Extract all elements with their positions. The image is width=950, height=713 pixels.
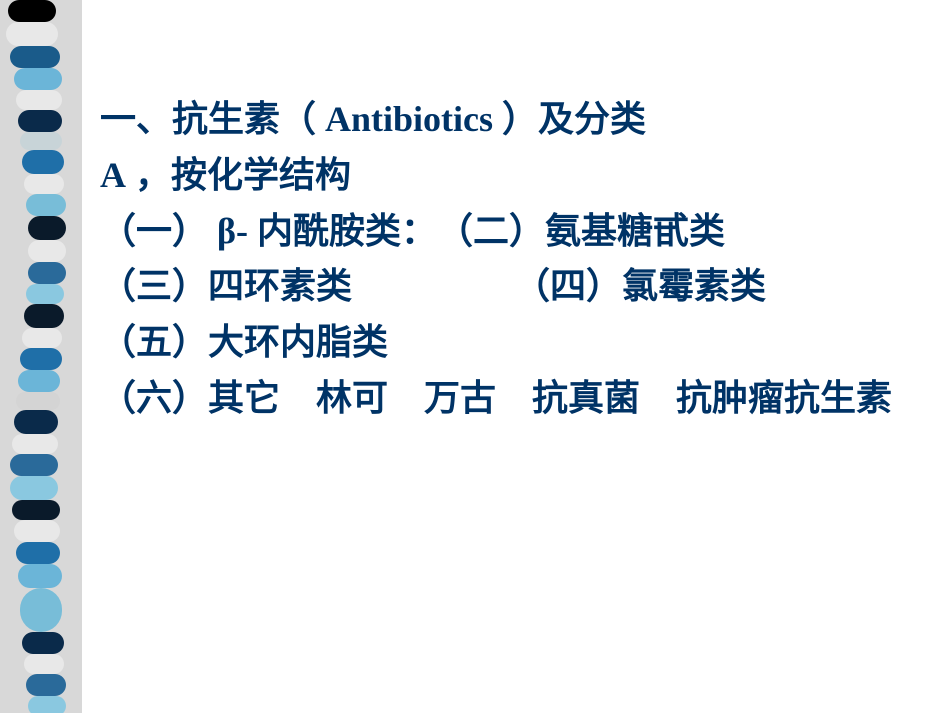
line-6: （六）其它 林可 万古 抗真菌 抗肿瘤抗生素 (100, 371, 910, 427)
text-seg: 一、抗生素（ (100, 99, 325, 139)
text-seg: 内酰胺类： （二）氨基糖甙类 (248, 211, 725, 251)
text-greek: β- (217, 211, 248, 251)
slide-text-content: 一、抗生素（ Antibiotics ）及分类 A ，按化学结构 （一） β- … (100, 92, 910, 427)
line-4: （三）四环素类 （四）氯霉素类 (100, 259, 910, 315)
line-3: （一） β- 内酰胺类： （二）氨基糖甙类 (100, 204, 910, 260)
text-seg: ，按化学结构 (126, 155, 351, 195)
text-english: Antibiotics (325, 99, 493, 139)
line-1: 一、抗生素（ Antibiotics ）及分类 (100, 92, 910, 148)
text-english: A (100, 155, 126, 195)
line-2: A ，按化学结构 (100, 148, 910, 204)
line-5: （五）大环内脂类 (100, 315, 910, 371)
text-seg: ）及分类 (493, 99, 646, 139)
decorative-sidebar (0, 0, 82, 713)
text-seg: （一） (100, 211, 217, 251)
